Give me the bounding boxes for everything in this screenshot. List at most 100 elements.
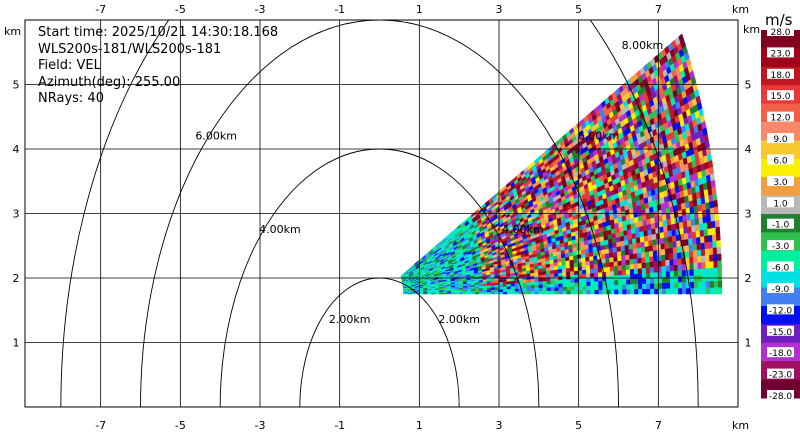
range-ring [299, 277, 460, 407]
velocity-gate [593, 263, 599, 269]
velocity-gate [710, 213, 716, 222]
velocity-gate [550, 290, 555, 295]
velocity-gate [474, 292, 480, 295]
velocity-gate [534, 281, 539, 286]
velocity-gate [709, 260, 714, 269]
velocity-gate [631, 237, 637, 244]
range-ring-label: 2.00km [329, 313, 371, 326]
velocity-gate [668, 241, 674, 249]
y-tick-label-right: 5 [745, 79, 752, 92]
x-tick-label-bottom: -5 [175, 419, 186, 432]
velocity-gate [649, 272, 655, 279]
velocity-gate [624, 239, 629, 246]
y-tick-label-left: 4 [13, 143, 20, 156]
velocity-gate [602, 284, 607, 290]
velocity-gate [585, 264, 591, 270]
range-ring-label: 4.00km [502, 223, 544, 236]
x-tick-label-top: -3 [255, 3, 266, 16]
velocity-gate [691, 231, 697, 239]
velocity-gate [478, 287, 484, 291]
velocity-gate [682, 214, 688, 222]
velocity-gate [678, 215, 684, 223]
x-tick-label-bottom: 3 [496, 419, 503, 432]
range-ring [60, 20, 699, 407]
velocity-gate [701, 255, 706, 263]
velocity-gate [717, 287, 723, 295]
velocity-gate [565, 267, 571, 273]
colorbar-tick-label: -3.0 [772, 242, 790, 252]
velocity-gate [681, 281, 687, 289]
velocity-gate [673, 270, 679, 277]
velocity-gate [585, 268, 591, 274]
velocity-gate [494, 291, 500, 295]
velocity-gate [687, 231, 693, 240]
velocity-gate [673, 258, 678, 266]
velocity-gate [714, 219, 720, 228]
velocity-gate [645, 261, 651, 268]
velocity-gate [610, 289, 615, 295]
velocity-gate [642, 288, 647, 295]
velocity-gate [490, 287, 496, 290]
x-tick-label-bottom: 1 [416, 419, 423, 432]
velocity-gate [510, 291, 516, 295]
velocity-gate [605, 252, 610, 259]
velocity-gate [562, 286, 567, 291]
velocity-gate [566, 290, 571, 295]
colorbar-tick-label: -6.0 [772, 264, 790, 274]
velocity-gate [649, 261, 654, 268]
velocity-gate [594, 280, 599, 286]
velocity-gate [698, 216, 704, 225]
velocity-gate [705, 287, 711, 295]
velocity-gate [694, 217, 700, 226]
velocity-gate [530, 284, 535, 289]
velocity-gate [651, 228, 656, 235]
velocity-gate [668, 247, 674, 255]
x-tick-label-bottom: -1 [334, 419, 345, 432]
velocity-gate [622, 274, 627, 280]
velocity-gate [612, 251, 618, 258]
velocity-gate [578, 281, 583, 287]
velocity-gate [626, 279, 631, 285]
velocity-gate [654, 282, 659, 289]
velocity-gate [693, 262, 698, 270]
velocity-gate [669, 264, 675, 272]
velocity-gate [602, 289, 607, 295]
colorbar-label-bg [767, 26, 794, 36]
velocity-gate [629, 258, 634, 265]
velocity-gate [692, 249, 698, 257]
velocity-gate [674, 282, 679, 289]
velocity-gate [566, 282, 571, 287]
velocity-gate [671, 229, 677, 237]
velocity-gate [590, 272, 595, 278]
colorbar-label-bg [767, 282, 794, 293]
velocity-gate [665, 270, 671, 278]
velocity-gate [700, 248, 706, 257]
velocity-gate [630, 273, 635, 280]
velocity-gate [574, 286, 579, 291]
velocity-gate [676, 246, 682, 253]
velocity-gate [558, 286, 563, 291]
velocity-gate [667, 224, 672, 232]
velocity-gate [558, 272, 563, 277]
velocity-gate [514, 291, 520, 295]
velocity-gate [582, 273, 587, 279]
velocity-gate [674, 288, 679, 295]
velocity-gate [510, 288, 516, 292]
velocity-gate [626, 289, 631, 295]
velocity-gate [578, 289, 583, 295]
velocity-gate [708, 247, 714, 256]
velocity-gate [609, 261, 615, 267]
velocity-gate [638, 278, 643, 285]
velocity-gate [653, 266, 659, 273]
velocity-gate [712, 199, 718, 208]
velocity-gate [709, 267, 715, 275]
velocity-gate [688, 238, 693, 246]
colorbar-unit: m/s [765, 11, 793, 29]
colorbar-label-bg [767, 325, 794, 336]
velocity-gate [649, 255, 654, 263]
velocity-gate [598, 289, 603, 295]
velocity-gate [605, 262, 611, 268]
velocity-gate [636, 247, 642, 254]
velocity-gate [641, 267, 647, 274]
velocity-gate [617, 255, 622, 262]
